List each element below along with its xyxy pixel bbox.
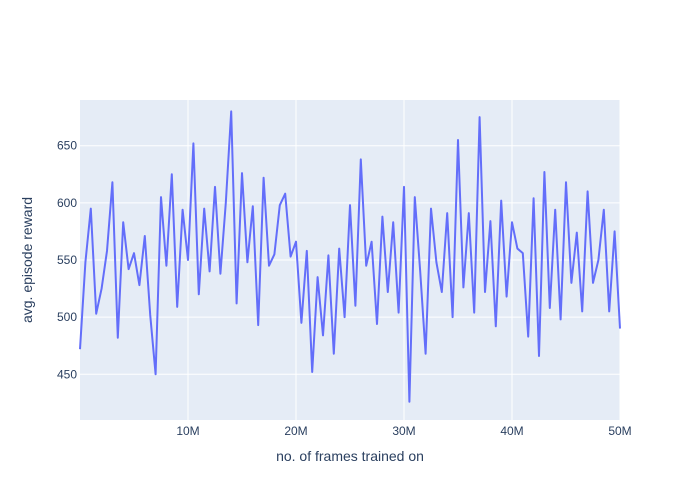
y-tick-label: 600 [57, 196, 77, 210]
y-tick-label: 450 [57, 367, 77, 381]
x-tick-label: 10M [176, 424, 199, 438]
y-tick-label: 650 [57, 139, 77, 153]
series-line [79, 110, 621, 403]
x-tick-label: 20M [284, 424, 307, 438]
series-layer [79, 110, 621, 403]
y-axis-ticks: 450 500 550 600 650 [57, 139, 77, 382]
x-tick-label: 30M [392, 424, 415, 438]
x-axis-ticks: 10M 20M 30M 40M 50M [176, 424, 631, 438]
y-tick-label: 500 [57, 310, 77, 324]
x-axis-title: no. of frames trained on [276, 448, 424, 464]
y-tick-label: 550 [57, 253, 77, 267]
x-tick-label: 50M [608, 424, 631, 438]
x-tick-label: 40M [500, 424, 523, 438]
y-axis-title: avg. episode reward [19, 197, 35, 323]
